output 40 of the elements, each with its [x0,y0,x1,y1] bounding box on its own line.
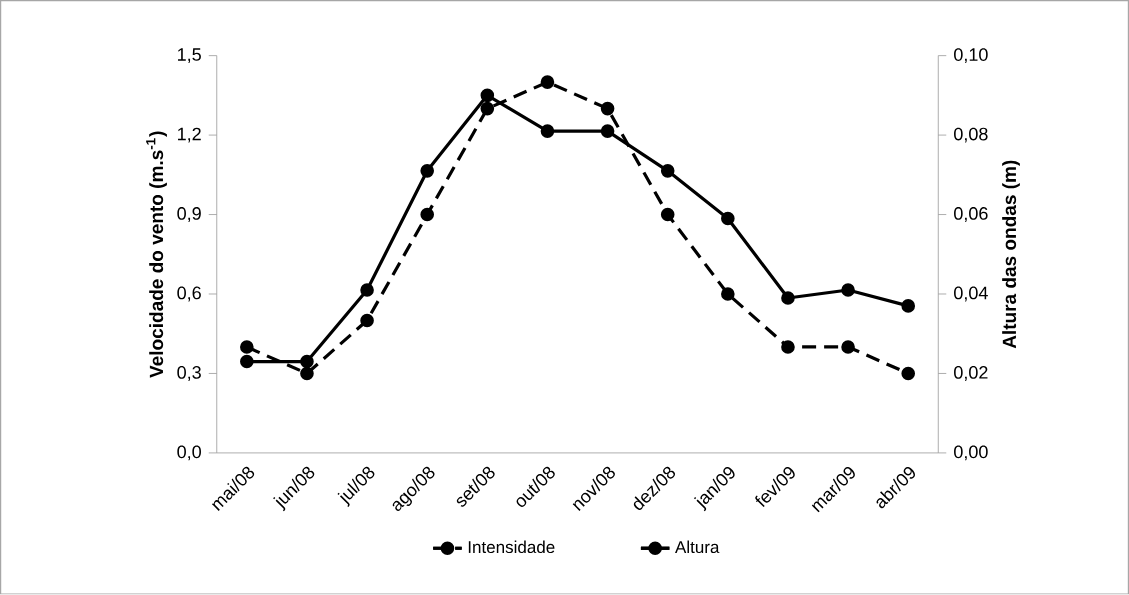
y2-axis-title: Altura das ondas (m) [1002,160,1020,349]
y2-tick-label: 0,08 [954,127,988,143]
legend-label: Intensidade [468,540,555,554]
point [240,354,254,369]
point [600,101,615,116]
point [901,299,916,313]
y-tick-label: 0,9 [177,207,201,223]
point [781,340,795,354]
point [480,88,495,103]
y2-tick-label: 0,02 [954,366,988,382]
y-tick-label: 1,5 [178,48,201,64]
point [420,207,435,222]
y-tick-label: 1,2 [178,127,201,143]
point [300,354,314,369]
point [540,75,555,90]
point [841,340,855,354]
point [360,313,374,328]
point [420,164,435,178]
y2-tick-label: 0,04 [954,286,988,302]
y-tick-label: 0,3 [177,366,201,382]
point [901,366,916,381]
y-tick-label: 0,6 [177,286,201,302]
y-axis-title: Velocidade do vento (m.s$^{-1}$) [146,131,167,379]
y2-tick-label: 0,06 [954,207,988,223]
point [660,207,675,222]
y2-tick-label: 0,10 [954,48,988,64]
point [721,287,735,301]
point [240,340,254,354]
point [480,101,495,116]
point [300,366,314,381]
y-tick-label: 0,0 [177,445,201,461]
point [360,283,374,298]
point [781,291,795,305]
point [721,211,735,226]
y2-tick-label: 0,00 [954,445,988,461]
point [660,164,675,178]
point [540,124,555,139]
legend-label: Altura [675,540,720,554]
point [841,283,855,298]
point [600,124,615,139]
